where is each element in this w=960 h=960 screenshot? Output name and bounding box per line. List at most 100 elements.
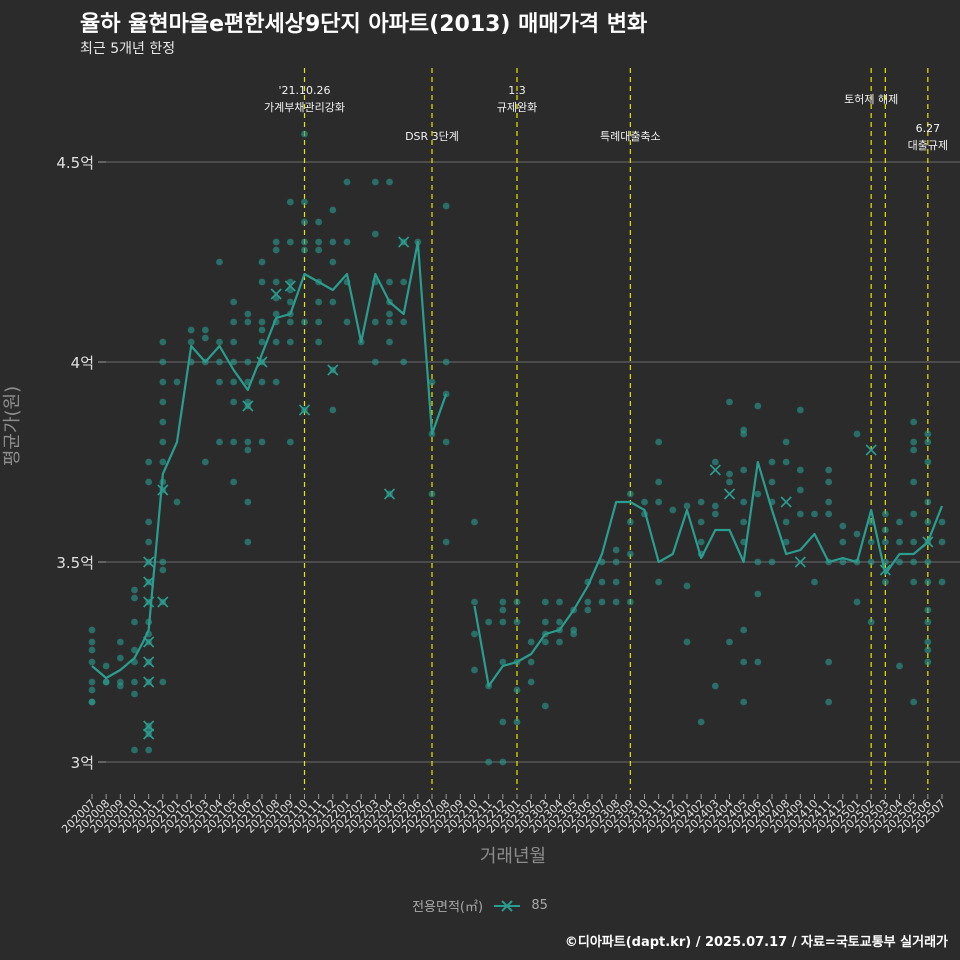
transaction-point	[286, 318, 294, 326]
transaction-point	[541, 638, 549, 646]
transaction-point	[315, 246, 323, 254]
transaction-point	[329, 406, 337, 414]
transaction-point	[230, 478, 238, 486]
transaction-point	[230, 438, 238, 446]
transaction-point	[825, 498, 833, 506]
transaction-point	[329, 238, 337, 246]
transaction-point	[924, 430, 932, 438]
transaction-point	[896, 538, 903, 546]
transaction-point	[754, 402, 762, 410]
x-marker-stroke	[143, 556, 155, 568]
transaction-point	[626, 518, 634, 526]
legend: 전용면적(㎡) 85	[0, 896, 960, 915]
x-marker	[865, 444, 877, 456]
transaction-point	[159, 378, 167, 386]
transaction-point	[159, 566, 167, 574]
transaction-point	[272, 338, 280, 346]
transaction-point	[116, 654, 124, 662]
transaction-point	[740, 518, 748, 526]
transaction-point	[527, 678, 535, 686]
legend-line-icon	[493, 899, 521, 913]
transaction-point	[626, 598, 634, 606]
event-label: 규제완화	[497, 101, 537, 114]
transaction-point	[541, 618, 549, 626]
transaction-point	[173, 498, 181, 506]
transaction-point	[428, 490, 436, 498]
transaction-point	[924, 558, 932, 566]
transaction-point	[471, 630, 478, 638]
transaction-point	[145, 478, 153, 486]
transaction-point	[499, 598, 507, 606]
transaction-point	[301, 246, 308, 254]
transaction-point	[258, 326, 266, 334]
transaction-point	[655, 438, 663, 446]
transaction-point	[159, 458, 167, 466]
transaction-point	[556, 618, 563, 626]
transaction-point	[499, 758, 507, 766]
transaction-point	[924, 606, 932, 614]
x-marker-stroke	[143, 728, 155, 740]
transaction-point	[527, 658, 535, 666]
legend-title: 전용면적(㎡)	[412, 900, 484, 915]
transaction-point	[881, 578, 889, 586]
x-marker-stroke	[383, 488, 396, 500]
transaction-point	[343, 318, 351, 326]
x-marker	[327, 364, 339, 376]
transaction-point	[527, 638, 535, 646]
transaction-point	[938, 538, 946, 546]
transaction-point	[924, 498, 932, 506]
transaction-point	[825, 510, 833, 518]
x-marker-stroke	[780, 496, 792, 508]
transaction-point	[711, 458, 719, 466]
transaction-point	[711, 510, 719, 518]
transaction-point	[782, 458, 790, 466]
y-axis-label: 평균가(원)	[2, 386, 23, 466]
transaction-point	[371, 230, 379, 238]
transaction-point	[924, 646, 932, 654]
transaction-point	[584, 606, 592, 614]
x-marker-stroke	[143, 720, 155, 732]
transaction-point	[244, 318, 252, 326]
transaction-point	[740, 466, 748, 474]
transaction-point	[697, 718, 705, 726]
x-marker	[143, 636, 155, 648]
transaction-point	[230, 338, 238, 346]
x-marker-stroke	[723, 488, 736, 500]
event-label: 1.3	[508, 84, 526, 97]
transaction-point	[286, 238, 294, 246]
transaction-point	[867, 618, 875, 626]
transaction-point	[768, 478, 776, 486]
transaction-point	[386, 278, 393, 286]
transaction-point	[811, 578, 818, 586]
transaction-point	[910, 418, 918, 426]
x-marker-stroke	[143, 596, 155, 608]
y-tick-label: 4.5억	[56, 154, 94, 172]
x-marker-stroke	[327, 364, 339, 376]
transaction-point	[386, 318, 393, 326]
x-marker	[256, 356, 268, 368]
transaction-point	[867, 558, 875, 566]
transaction-point	[839, 538, 847, 546]
transaction-point	[796, 466, 804, 474]
transaction-point	[570, 630, 578, 638]
transaction-point	[711, 502, 719, 510]
transaction-point	[173, 378, 181, 386]
transaction-point	[740, 626, 748, 634]
transaction-point	[697, 498, 705, 506]
transaction-point	[258, 438, 266, 446]
transaction-point	[825, 658, 833, 666]
transaction-point	[754, 490, 762, 498]
transaction-point	[386, 178, 393, 186]
transaction-point	[329, 298, 337, 306]
transaction-point	[315, 338, 323, 346]
transaction-point	[272, 378, 280, 386]
transaction-point	[782, 438, 790, 446]
transaction-point	[131, 678, 138, 686]
transaction-point	[556, 598, 563, 606]
transaction-point	[386, 338, 393, 346]
transaction-point	[272, 310, 280, 318]
transaction-point	[485, 758, 493, 766]
transaction-point	[230, 378, 238, 386]
x-axis-label: 거래년월	[480, 846, 546, 867]
transaction-point	[88, 658, 96, 666]
